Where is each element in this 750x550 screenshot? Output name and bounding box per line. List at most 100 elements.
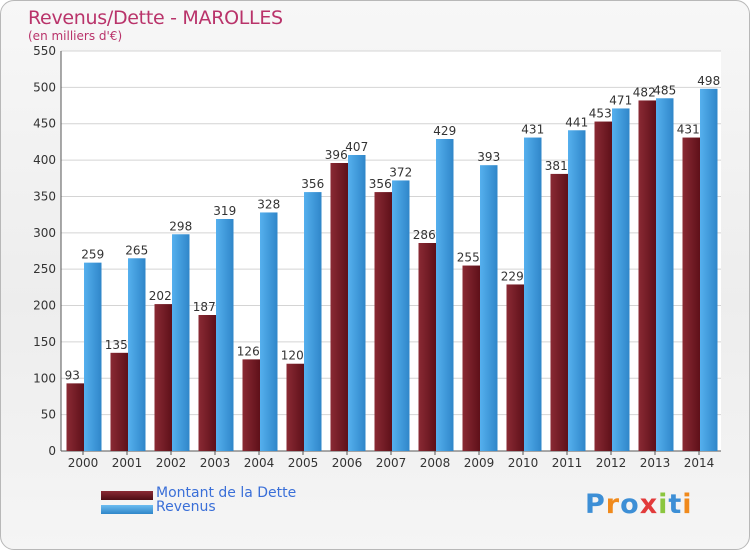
data-label-revenus: 429 [433, 124, 456, 138]
x-tick-label: 2001 [112, 456, 143, 470]
logo-letter: x [639, 489, 659, 520]
y-tick-label: 200 [33, 299, 56, 313]
proxiti-logo: Proxiti [585, 489, 693, 520]
chart-subtitle: (en milliers d'€) [28, 29, 123, 43]
data-label-dette: 381 [545, 159, 568, 173]
data-label-revenus: 407 [345, 140, 368, 154]
bar-revenus [480, 165, 498, 451]
data-label-dette: 120 [281, 349, 304, 363]
data-label-dette: 396 [325, 148, 348, 162]
logo-letter: i [658, 489, 669, 520]
y-tick-label: 500 [33, 80, 56, 94]
data-label-dette: 229 [501, 269, 524, 283]
bar-dette [330, 163, 348, 451]
data-label-revenus: 431 [521, 123, 544, 137]
y-tick-label: 50 [41, 408, 56, 422]
bar-revenus [568, 130, 586, 452]
x-tick-label: 2004 [244, 456, 275, 470]
x-tick-label: 2009 [464, 456, 495, 470]
data-label-dette: 255 [457, 251, 480, 265]
x-tick-label: 2008 [420, 456, 451, 470]
y-tick-label: 150 [33, 335, 56, 349]
y-tick-label: 400 [33, 153, 56, 167]
data-label-revenus: 393 [477, 150, 500, 164]
bar-revenus [524, 137, 542, 451]
y-tick-label: 0 [48, 444, 56, 458]
y-tick-label: 300 [33, 226, 56, 240]
bar-revenus [348, 155, 366, 451]
x-tick-label: 2013 [640, 456, 671, 470]
legend-label-revenus: Revenus [156, 499, 216, 515]
x-tick-label: 2014 [684, 456, 715, 470]
bar-revenus [612, 108, 630, 452]
data-label-dette: 453 [589, 107, 612, 121]
logo-letter: P [585, 489, 606, 520]
x-tick-label: 2007 [376, 456, 407, 470]
bar-dette [154, 304, 172, 451]
y-tick-label: 350 [33, 189, 56, 203]
legend-label-dette: Montant de la Dette [156, 485, 297, 501]
bar-revenus [260, 212, 278, 451]
x-tick-label: 2010 [508, 456, 539, 470]
bar-dette [638, 100, 656, 452]
bar-revenus [700, 88, 718, 452]
logo-letter: t [668, 489, 683, 520]
data-label-revenus: 471 [609, 93, 632, 107]
y-tick-label: 250 [33, 262, 56, 276]
data-label-dette: 126 [237, 344, 260, 358]
data-label-dette: 286 [413, 228, 436, 242]
data-label-revenus: 265 [125, 243, 148, 257]
data-label-dette: 482 [633, 85, 656, 99]
data-label-dette: 356 [369, 177, 392, 191]
bar-dette [462, 265, 480, 451]
bar-dette [682, 137, 700, 451]
bar-dette [66, 383, 84, 451]
data-label-dette: 93 [65, 368, 80, 382]
data-label-revenus: 259 [81, 248, 104, 262]
data-label-revenus: 441 [565, 115, 588, 129]
bar-dette [550, 173, 568, 451]
x-tick-label: 2003 [200, 456, 231, 470]
bar-dette [286, 363, 304, 451]
x-tick-label: 2006 [332, 456, 363, 470]
bar-revenus [84, 262, 102, 451]
logo-letter: r [605, 489, 621, 520]
x-tick-label: 2000 [68, 456, 99, 470]
data-label-revenus: 485 [653, 83, 676, 97]
x-tick-label: 2002 [156, 456, 187, 470]
data-label-revenus: 372 [389, 165, 412, 179]
bar-revenus [304, 192, 322, 451]
y-tick-label: 450 [33, 117, 56, 131]
data-label-revenus: 356 [301, 177, 324, 191]
bar-dette [594, 121, 612, 451]
bar-dette [418, 243, 436, 451]
x-tick-label: 2011 [552, 456, 583, 470]
bar-revenus [172, 234, 190, 451]
bar-dette [242, 359, 260, 451]
legend-swatch-revenus [101, 505, 153, 514]
legend-swatch-dette [101, 491, 153, 500]
bar-dette [506, 284, 524, 451]
bar-dette [198, 315, 216, 451]
logo-letter: o [620, 489, 640, 520]
bar-dette [110, 352, 128, 451]
data-label-revenus: 498 [697, 74, 720, 88]
bar-revenus [392, 180, 410, 452]
x-tick-label: 2005 [288, 456, 319, 470]
data-label-revenus: 298 [169, 219, 192, 233]
data-label-dette: 187 [193, 300, 216, 314]
data-label-dette: 431 [677, 123, 700, 137]
y-tick-label: 100 [33, 371, 56, 385]
y-tick-label: 550 [33, 44, 56, 58]
data-label-dette: 135 [105, 338, 128, 352]
bar-revenus [216, 219, 234, 451]
bar-revenus [656, 98, 674, 451]
data-label-revenus: 328 [257, 197, 280, 211]
data-label-revenus: 319 [213, 204, 236, 218]
logo-letter: i [682, 489, 693, 520]
bar-revenus [436, 139, 454, 451]
data-label-dette: 202 [149, 289, 172, 303]
bar-revenus [128, 258, 146, 451]
